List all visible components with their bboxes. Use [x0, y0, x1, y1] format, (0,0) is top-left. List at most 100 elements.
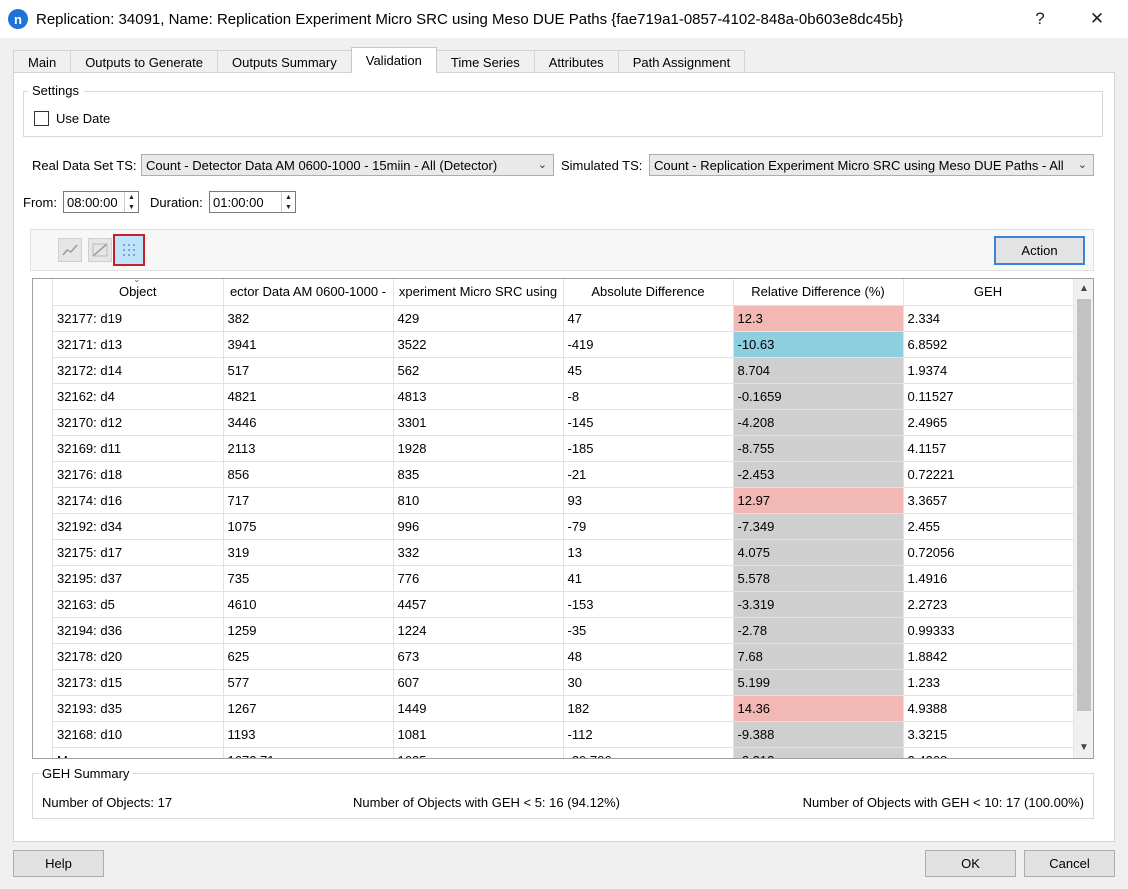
table-row[interactable]: 32176: d18 856 835 -21 -2.453 0.72221 [53, 461, 1074, 488]
cell-relative-difference: -10.63 [733, 331, 904, 358]
table-row[interactable]: 32170: d12 3446 3301 -145 -4.208 2.4965 [53, 409, 1074, 436]
tab-outputs-to-generate[interactable]: Outputs to Generate [70, 50, 218, 74]
table-row[interactable]: 32163: d5 4610 4457 -153 -3.319 2.2723 [53, 591, 1074, 618]
real-data-select[interactable]: Count - Detector Data AM 0600-1000 - 15m… [141, 154, 554, 176]
tab-main[interactable]: Main [13, 50, 72, 74]
scroll-up-icon[interactable]: ▲ [1079, 282, 1089, 294]
spin-up-icon[interactable]: ▲ [128, 193, 135, 201]
use-date-checkbox[interactable] [34, 111, 49, 126]
action-button[interactable]: Action [994, 236, 1085, 265]
column-header-real-data[interactable]: ector Data AM 0600-1000 - [223, 279, 394, 306]
table-row[interactable]: 32172: d14 517 562 45 8.704 1.9374 [53, 357, 1074, 384]
cell-geh: 0.11527 [903, 383, 1074, 410]
cell-absolute-difference: -153 [563, 591, 734, 618]
cell-object: 32163: d5 [53, 591, 224, 618]
chevron-down-icon: ⌄ [1077, 159, 1087, 171]
cell-relative-difference: -7.349 [733, 513, 904, 540]
cell-simulated: 996 [393, 513, 564, 540]
scatter-plot-icon[interactable] [88, 238, 112, 262]
table-row[interactable]: 32195: d37 735 776 41 5.578 1.4916 [53, 565, 1074, 592]
geh-num-objects: Number of Objects: 17 [42, 795, 173, 810]
cell-geh: 1.9374 [903, 357, 1074, 384]
ok-button[interactable]: OK [925, 850, 1016, 877]
help-button[interactable]: Help [13, 850, 104, 877]
cell-relative-difference: -4.208 [733, 409, 904, 436]
cell-relative-difference: -2.212 [733, 747, 904, 758]
table-row[interactable]: 32162: d4 4821 4813 -8 -0.1659 0.11527 [53, 383, 1074, 410]
cell-geh: 1.8842 [903, 643, 1074, 670]
cell-simulated: 4813 [393, 383, 564, 410]
table-row[interactable]: 32171: d13 3941 3522 -419 -10.63 6.8592 [53, 331, 1074, 358]
tab-validation[interactable]: Validation [350, 47, 437, 73]
cell-relative-difference: -9.388 [733, 721, 904, 748]
cell-relative-difference: -2.78 [733, 617, 904, 644]
scroll-down-icon[interactable]: ▼ [1079, 741, 1089, 753]
table-row[interactable]: Mean1672.711635-29.706-2.2122.4268 [53, 747, 1074, 758]
geh-summary-group: GEH Summary Number of Objects: 17 Number… [32, 766, 1094, 819]
table-row[interactable]: 32192: d34 1075 996 -79 -7.349 2.455 [53, 513, 1074, 540]
table-row[interactable]: 32194: d36 1259 1224 -35 -2.78 0.99333 [53, 617, 1074, 644]
cell-simulated: 810 [393, 487, 564, 514]
tab-path-assignment[interactable]: Path Assignment [617, 50, 746, 74]
sort-indicator-icon: ⌄ [133, 279, 141, 284]
cell-object: 32178: d20 [53, 643, 224, 670]
column-header-simulated[interactable]: xperiment Micro SRC using [393, 279, 564, 306]
table-view-icon[interactable] [113, 234, 145, 266]
duration-time-input[interactable]: 01:00:00 ▲ ▼ [209, 191, 296, 213]
table-row[interactable]: 32168: d10 1193 1081 -112 -9.388 3.3215 [53, 721, 1074, 748]
table-row[interactable]: 32174: d16 717 810 93 12.97 3.3657 [53, 487, 1074, 514]
close-icon[interactable]: ✕ [1089, 9, 1105, 28]
real-data-label: Real Data Set TS: [32, 158, 137, 173]
cell-real-data: 1259 [223, 617, 394, 644]
cell-simulated: 607 [393, 669, 564, 696]
cell-relative-difference: -3.319 [733, 591, 904, 618]
tab-outputs-summary[interactable]: Outputs Summary [216, 50, 352, 74]
cell-real-data: 517 [223, 357, 394, 384]
table-row[interactable]: 32169: d11 2113 1928 -185 -8.755 4.1157 [53, 435, 1074, 462]
table-row[interactable]: 32193: d35 1267 1449 182 14.36 4.9388 [53, 695, 1074, 722]
cell-geh: 2.2723 [903, 591, 1074, 618]
cell-real-data: 3941 [223, 331, 394, 358]
cell-absolute-difference: -35 [563, 617, 734, 644]
table-row[interactable]: 32177: d19 382 429 47 12.3 2.334 [53, 305, 1074, 332]
column-header-object[interactable]: ⌄ Object [53, 279, 224, 306]
geh-lt10-summary: Number of Objects with GEH < 10: 17 (100… [802, 795, 1084, 810]
cell-relative-difference: -8.755 [733, 435, 904, 462]
use-date-label: Use Date [56, 111, 111, 126]
column-header-relative-difference[interactable]: Relative Difference (%) [733, 279, 904, 306]
simulated-select[interactable]: Count - Replication Experiment Micro SRC… [649, 154, 1094, 176]
validation-table: ⌄ Object ector Data AM 0600-1000 - xperi… [32, 278, 1094, 759]
cell-geh: 1.4916 [903, 565, 1074, 592]
spin-down-icon[interactable]: ▼ [128, 203, 135, 211]
table-row[interactable]: 32175: d17 319 332 13 4.075 0.72056 [53, 539, 1074, 566]
cell-real-data: 1672.71 [223, 747, 394, 758]
cell-absolute-difference: 93 [563, 487, 734, 514]
table-row[interactable]: 32173: d15 577 607 30 5.199 1.233 [53, 669, 1074, 696]
cancel-button[interactable]: Cancel [1024, 850, 1115, 877]
help-icon[interactable]: ? [1035, 9, 1045, 28]
column-header-absolute-difference[interactable]: Absolute Difference [563, 279, 734, 306]
scrollbar-thumb[interactable] [1077, 299, 1091, 711]
vertical-scrollbar[interactable]: ▲ ▼ [1073, 279, 1093, 758]
cell-absolute-difference: -145 [563, 409, 734, 436]
cell-absolute-difference: -112 [563, 721, 734, 748]
cell-relative-difference: 12.97 [733, 487, 904, 514]
cell-geh: 4.9388 [903, 695, 1074, 722]
tab-attributes[interactable]: Attributes [533, 50, 619, 74]
line-chart-icon[interactable] [58, 238, 82, 262]
cell-absolute-difference: 41 [563, 565, 734, 592]
table-row[interactable]: 32178: d20 625 673 48 7.68 1.8842 [53, 643, 1074, 670]
tab-time-series[interactable]: Time Series [435, 50, 535, 74]
spin-up-icon[interactable]: ▲ [285, 193, 292, 201]
cell-object: 32176: d18 [53, 461, 224, 488]
simulated-label: Simulated TS: [561, 158, 643, 173]
cell-object: Mean [53, 747, 224, 758]
cell-geh: 2.334 [903, 305, 1074, 332]
cell-simulated: 1449 [393, 695, 564, 722]
title-bar: n Replication: 34091, Name: Replication … [0, 0, 1128, 38]
from-time-input[interactable]: 08:00:00 ▲ ▼ [63, 191, 139, 213]
spin-down-icon[interactable]: ▼ [285, 203, 292, 211]
cell-absolute-difference: -8 [563, 383, 734, 410]
cell-relative-difference: -0.1659 [733, 383, 904, 410]
column-header-geh[interactable]: GEH [903, 279, 1074, 306]
